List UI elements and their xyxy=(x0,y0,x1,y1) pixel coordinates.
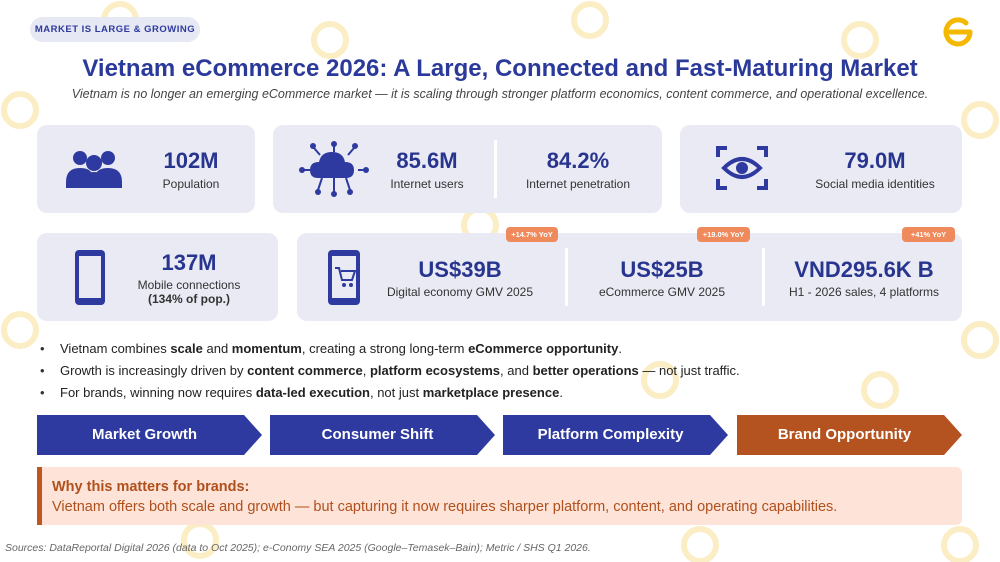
tag-pill xyxy=(30,17,200,42)
bold-text: content commerce xyxy=(247,363,363,378)
bullet: For brands, winning now requires data-le… xyxy=(60,385,563,400)
callout-accent xyxy=(37,467,42,525)
tag: MARKET IS LARGE & GROWING xyxy=(34,24,196,35)
cards xyxy=(37,125,962,321)
callout-box xyxy=(37,467,962,525)
metric-value: 85.6M xyxy=(396,148,458,173)
step-arrows xyxy=(37,415,962,455)
text: For brands, winning now requires xyxy=(60,385,256,400)
bold-text: scale xyxy=(170,341,203,356)
metric-label: Internet users xyxy=(390,177,464,191)
subtitle: Vietnam is no longer an emerging eCommer… xyxy=(71,87,929,101)
text: Growth is increasingly driven by xyxy=(60,363,248,378)
metric-label: Internet penetration xyxy=(525,177,631,191)
text: , not just xyxy=(369,385,423,400)
step-label: Brand Opportunity xyxy=(777,426,912,443)
callout-title: Why this matters for brands: xyxy=(52,479,250,495)
step-label: Market Growth xyxy=(91,426,197,443)
bold-text: marketplace presence xyxy=(422,385,560,400)
metric-label: Mobile connections xyxy=(137,278,241,292)
yoy-badge: +19.0% YoY xyxy=(697,227,750,242)
bullet-dot: • xyxy=(40,385,45,400)
yoy-badge: +41% YoY xyxy=(902,227,955,242)
bullet-dot: • xyxy=(40,341,45,356)
metric-note: (134% of pop.) xyxy=(147,292,230,306)
text: and xyxy=(202,341,232,356)
metric-value: US$25B xyxy=(620,257,704,282)
step-label: Platform Complexity xyxy=(537,426,684,443)
bullet: Vietnam combines scale and momentum, cre… xyxy=(60,341,622,356)
text: . xyxy=(559,385,563,400)
text: , creating a strong long-term xyxy=(301,341,469,356)
bold-text: momentum xyxy=(231,341,302,356)
text: , xyxy=(362,363,370,378)
bullet-dot: • xyxy=(40,363,45,378)
bullet: Growth is increasingly driven by content… xyxy=(60,363,740,378)
step-label: Consumer Shift xyxy=(321,426,434,443)
bold-text: better operations xyxy=(532,363,639,378)
text: — not just traffic. xyxy=(638,363,740,378)
metric-value: 79.0M xyxy=(844,148,906,173)
metric-value: VND295.6K B xyxy=(794,257,934,282)
bold-text: data-led execution xyxy=(255,385,370,400)
metric-value: 102M xyxy=(163,148,219,173)
text: . xyxy=(618,341,622,356)
title: Vietnam eCommerce 2026: A Large, Connect… xyxy=(82,55,918,82)
dividers xyxy=(494,140,765,306)
icons xyxy=(66,141,768,305)
bold-text: eCommerce opportunity xyxy=(468,341,619,356)
bold-text: platform ecosystems xyxy=(369,363,501,378)
metric-label: Digital economy GMV 2025 xyxy=(386,285,534,299)
metric-value: US$39B xyxy=(418,257,502,282)
text: Vietnam combines xyxy=(60,341,171,356)
metric-value: 137M xyxy=(161,250,217,275)
logo xyxy=(943,17,973,47)
metric-label: Social media identities xyxy=(815,177,935,191)
yoy-badge: +14.7% YoY xyxy=(506,227,558,242)
metric-label: Population xyxy=(162,177,220,191)
metric-value: 84.2% xyxy=(546,148,610,173)
metric-label: H1 - 2026 sales, 4 platforms xyxy=(788,285,940,299)
sources: Sources: DataReportal Digital 2026 (data… xyxy=(5,542,591,554)
callout-text: Vietnam offers both scale and growth — b… xyxy=(52,499,838,515)
metric-label: eCommerce GMV 2025 xyxy=(598,285,726,299)
text: , and xyxy=(500,363,533,378)
